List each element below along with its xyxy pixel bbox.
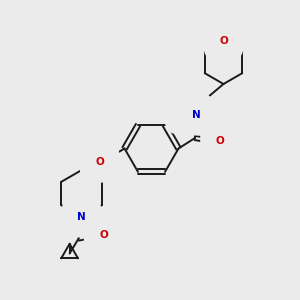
Text: N: N — [77, 212, 86, 222]
Text: O: O — [216, 136, 225, 146]
Text: N: N — [192, 110, 201, 120]
Text: O: O — [95, 157, 104, 167]
Text: O: O — [219, 36, 228, 46]
Text: H: H — [179, 110, 188, 120]
Text: O: O — [99, 230, 108, 240]
